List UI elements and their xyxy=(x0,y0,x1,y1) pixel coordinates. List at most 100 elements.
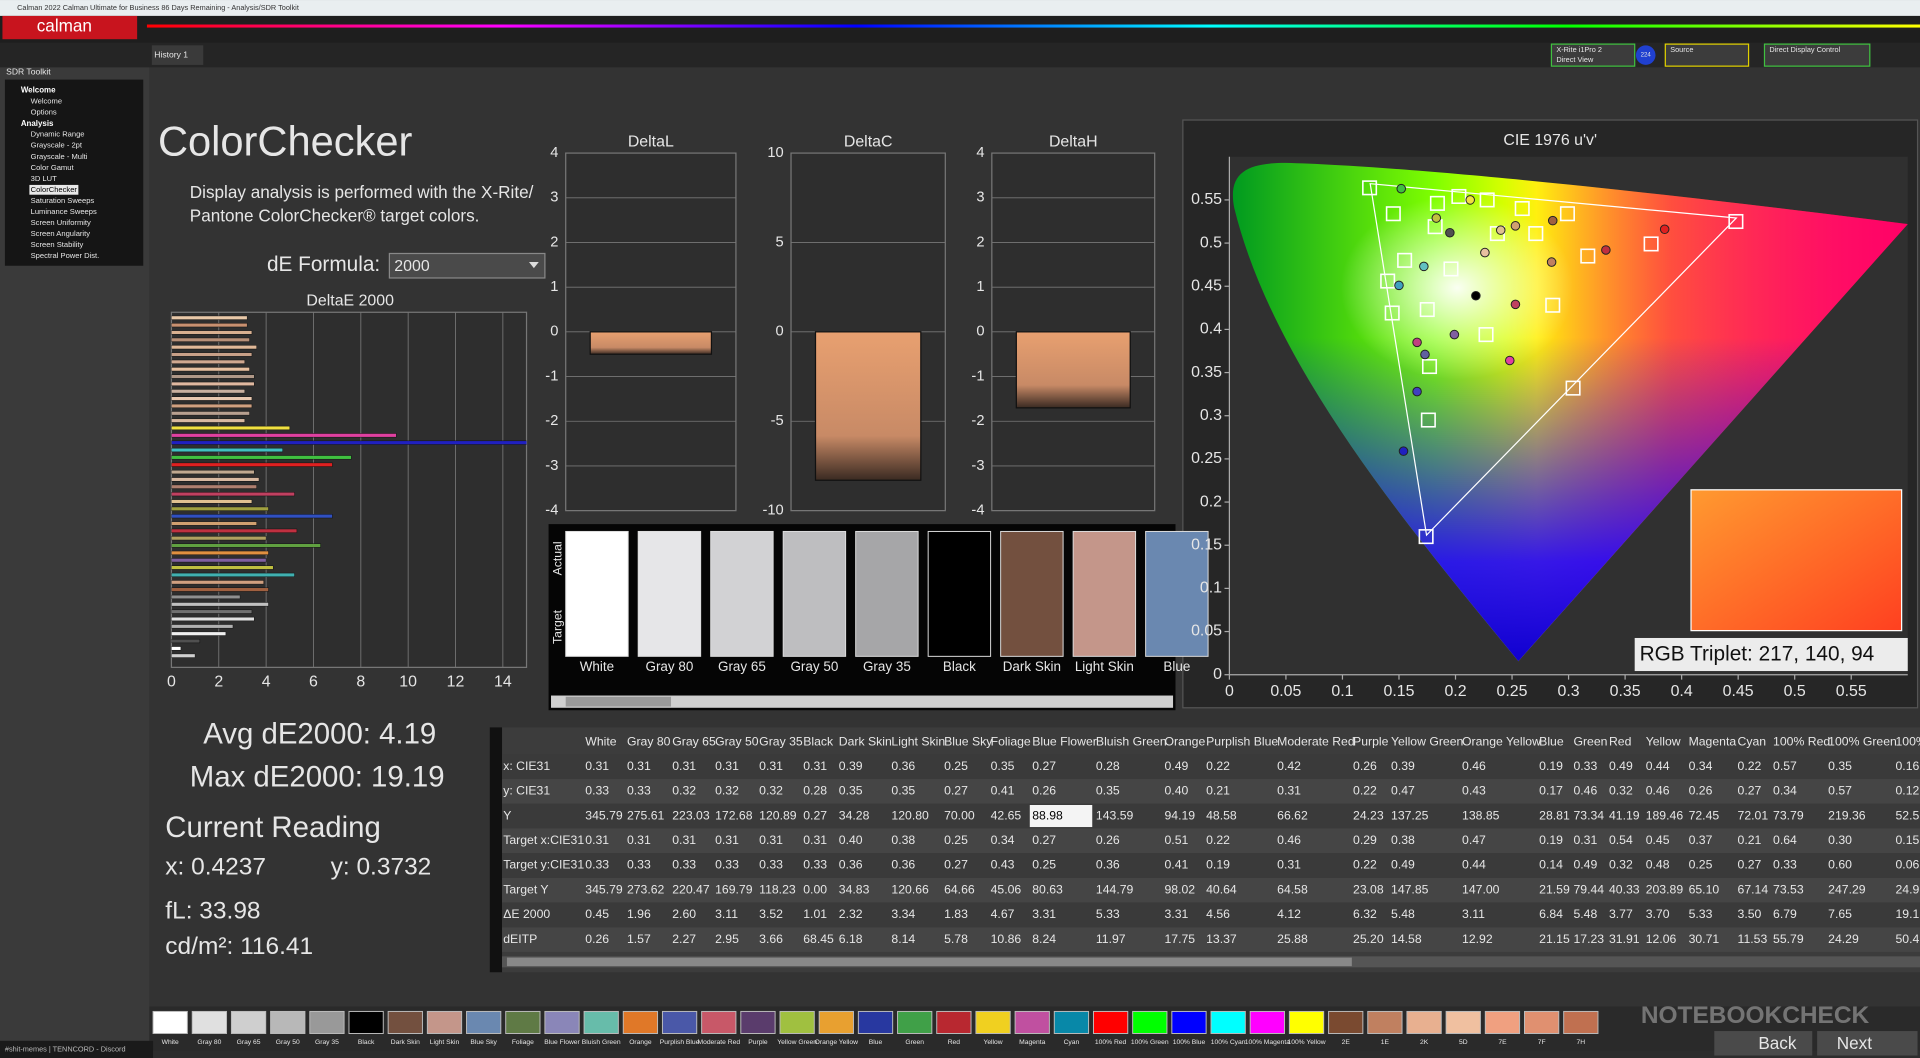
table-cell: 0.31 xyxy=(803,759,827,773)
x-tick-label: 0.5 xyxy=(1784,683,1806,700)
swatch[interactable] xyxy=(565,530,629,657)
patch-label: Gray 65 xyxy=(237,1039,261,1046)
table-cell: 72.01 xyxy=(1738,808,1769,822)
bar xyxy=(171,558,267,563)
patch-button[interactable] xyxy=(270,1010,306,1034)
table-cell: 0.57 xyxy=(1773,759,1797,773)
patch-button[interactable] xyxy=(1014,1010,1050,1034)
swatch-scrollbar[interactable] xyxy=(551,695,1174,708)
patch-button[interactable] xyxy=(230,1010,267,1034)
patch-label: Gray 50 xyxy=(276,1039,300,1046)
patch-button[interactable] xyxy=(936,1010,972,1034)
formula-dropdown[interactable] xyxy=(388,252,546,279)
logo-button[interactable] xyxy=(2,15,138,40)
bar xyxy=(171,396,253,401)
swatch[interactable] xyxy=(1000,530,1064,657)
device-box[interactable] xyxy=(1664,43,1750,67)
patch-button[interactable] xyxy=(191,1010,228,1034)
patch-button[interactable] xyxy=(661,1010,698,1034)
y-tick-label: 0 xyxy=(776,324,784,340)
measured-point xyxy=(1396,183,1407,194)
table-cell: 120.89 xyxy=(759,808,797,822)
patch-button[interactable] xyxy=(1524,1010,1560,1034)
measured-point xyxy=(1546,257,1557,267)
target-point xyxy=(1380,273,1396,289)
patch-button[interactable] xyxy=(466,1010,502,1034)
table-scroll-thumb[interactable] xyxy=(506,957,1352,967)
table-cell: 0.47 xyxy=(1391,784,1415,798)
bar xyxy=(171,469,255,475)
bar xyxy=(171,602,269,607)
patch-button[interactable] xyxy=(1092,1010,1129,1034)
patch-button[interactable] xyxy=(583,1010,619,1034)
patch-button[interactable] xyxy=(740,1010,776,1034)
swatch[interactable] xyxy=(782,530,847,657)
tab[interactable] xyxy=(151,45,204,65)
tree-item: Grayscale - 2pt xyxy=(31,141,83,150)
table-cell: 0.46 xyxy=(1462,759,1486,773)
y-tick-label: 0.3 xyxy=(1200,407,1222,424)
device-badge xyxy=(1635,45,1656,65)
patch-button[interactable] xyxy=(1210,1010,1246,1034)
swatch[interactable] xyxy=(710,530,774,657)
patch-button[interactable] xyxy=(1328,1010,1364,1034)
back-button[interactable] xyxy=(1714,1031,1813,1056)
target-point xyxy=(1429,195,1445,211)
column-header: Blue Flower xyxy=(1032,734,1097,748)
swatch[interactable] xyxy=(855,530,919,657)
patch-button[interactable] xyxy=(544,1010,580,1034)
patch-button[interactable] xyxy=(779,1010,815,1034)
patch-button[interactable] xyxy=(1445,1010,1481,1034)
patch-button[interactable] xyxy=(1171,1010,1207,1034)
patch-button[interactable] xyxy=(701,1010,737,1034)
table-cell: 0.31 xyxy=(1573,833,1597,847)
table-cell: 6.18 xyxy=(839,932,863,946)
patch-label: 100% Yellow xyxy=(1287,1039,1325,1046)
formula-value: 2000 xyxy=(394,258,430,275)
patch-button[interactable] xyxy=(1406,1010,1442,1034)
patch-button[interactable] xyxy=(818,1010,854,1034)
patch-button[interactable] xyxy=(387,1010,423,1034)
table-cell: 247.29 xyxy=(1828,882,1866,896)
next-button[interactable] xyxy=(1817,1031,1918,1056)
patch-button[interactable] xyxy=(152,1010,188,1034)
patch-button[interactable] xyxy=(857,1010,894,1034)
patch-button[interactable] xyxy=(309,1010,345,1034)
table-cell: 0.34 xyxy=(991,833,1015,847)
measured-point xyxy=(1449,329,1460,340)
patch-button[interactable] xyxy=(1367,1010,1403,1034)
table-cell: 40.33 xyxy=(1609,882,1640,896)
x-tick-label: 0.4 xyxy=(1671,683,1693,700)
patch-button[interactable] xyxy=(1288,1010,1325,1034)
patch-button[interactable] xyxy=(1132,1010,1168,1034)
table-cell: 0.15 xyxy=(1896,833,1920,847)
device-name: X-Rite i1Pro 2 xyxy=(1556,45,1602,54)
patch-button[interactable] xyxy=(348,1010,384,1034)
table-gutter xyxy=(489,727,503,973)
swatch[interactable] xyxy=(1145,530,1209,657)
table-cell: 0.19 xyxy=(1539,833,1563,847)
table-cell: 2.27 xyxy=(672,932,696,946)
x-tick-label: 0.05 xyxy=(1270,683,1301,700)
scroll-thumb[interactable] xyxy=(565,696,672,707)
patch-button[interactable] xyxy=(1249,1010,1285,1034)
patch-button[interactable] xyxy=(975,1010,1011,1034)
y-tick-label: 1 xyxy=(976,279,984,295)
device-box[interactable] xyxy=(1550,43,1636,67)
device-box[interactable] xyxy=(1763,43,1871,67)
patch-button[interactable] xyxy=(897,1010,933,1034)
patch-button[interactable] xyxy=(1484,1010,1521,1034)
swatch[interactable] xyxy=(927,530,992,657)
patch-button[interactable] xyxy=(426,1010,463,1034)
patch-button[interactable] xyxy=(505,1010,541,1034)
y-tick-label: -3 xyxy=(971,458,984,474)
tree-item: Screen Stability xyxy=(31,240,84,249)
patch-button[interactable] xyxy=(1563,1010,1599,1034)
measured-point xyxy=(1412,337,1422,348)
patch-button[interactable] xyxy=(622,1010,659,1034)
patch-button[interactable] xyxy=(1053,1010,1090,1034)
swatch[interactable] xyxy=(637,530,702,657)
table-cell: 24.23 xyxy=(1353,808,1384,822)
swatch[interactable] xyxy=(1072,530,1137,657)
y-tick-label: 1 xyxy=(550,279,558,295)
